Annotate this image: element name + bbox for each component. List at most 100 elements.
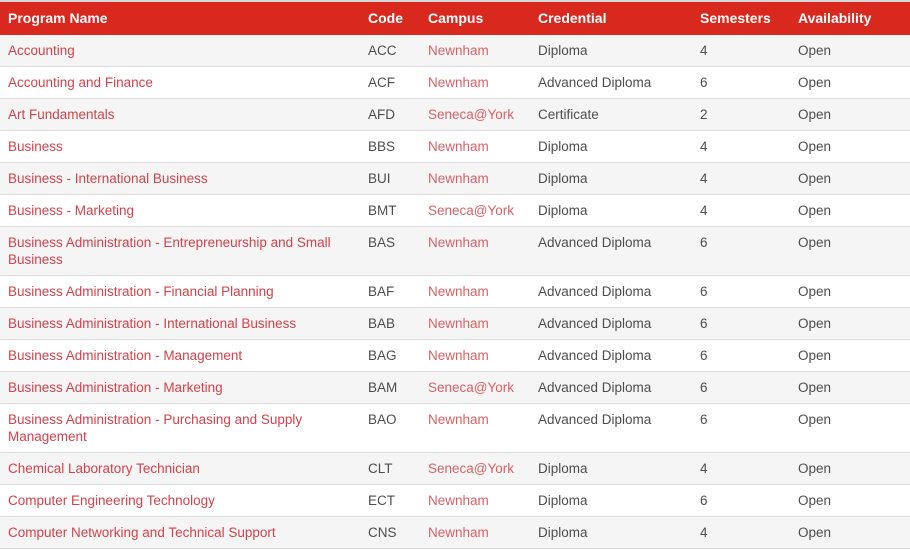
campus-link[interactable]: Newnham bbox=[428, 139, 489, 154]
campus-cell: Seneca@York bbox=[420, 98, 530, 131]
semesters-cell: 4 bbox=[692, 130, 790, 163]
campus-cell: Newnham bbox=[420, 162, 530, 195]
semesters-cell: 4 bbox=[692, 194, 790, 227]
credential-cell: Advanced Diploma bbox=[530, 403, 692, 453]
credential-cell: Diploma bbox=[530, 452, 692, 485]
semesters-cell: 6 bbox=[692, 484, 790, 517]
campus-link[interactable]: Newnham bbox=[428, 43, 489, 58]
campus-link[interactable]: Newnham bbox=[428, 525, 489, 540]
campus-link[interactable]: Newnham bbox=[428, 235, 489, 250]
campus-link[interactable]: Newnham bbox=[428, 171, 489, 186]
name-cell: Accounting bbox=[0, 35, 360, 67]
program-name-link[interactable]: Chemical Laboratory Technician bbox=[8, 461, 200, 476]
name-cell: Art Fundamentals bbox=[0, 98, 360, 131]
name-cell: Business - Marketing bbox=[0, 194, 360, 227]
program-name-link[interactable]: Business - Marketing bbox=[8, 203, 135, 218]
code-cell: AFD bbox=[360, 98, 420, 131]
campus-cell: Newnham bbox=[420, 66, 530, 99]
name-cell: Accounting and Finance bbox=[0, 66, 360, 99]
name-cell: Business Administration - International … bbox=[0, 307, 360, 340]
availability-cell: Open bbox=[790, 516, 910, 549]
campus-cell: Newnham bbox=[420, 516, 530, 549]
name-cell: Business - International Business bbox=[0, 162, 360, 195]
campus-link[interactable]: Seneca@York bbox=[428, 380, 515, 395]
table-row: Accounting and Finance ACF Newnham Advanced… bbox=[0, 66, 910, 99]
availability-cell: Open bbox=[790, 307, 910, 340]
table-row: Business Administration - Financial Plan… bbox=[0, 275, 910, 308]
campus-link[interactable]: Seneca@York bbox=[428, 461, 515, 476]
code-cell: BAO bbox=[360, 403, 420, 453]
code-cell: BAS bbox=[360, 226, 420, 276]
program-name-link[interactable]: Business bbox=[8, 139, 63, 154]
semesters-cell: 6 bbox=[692, 275, 790, 308]
campus-link[interactable]: Newnham bbox=[428, 348, 489, 363]
name-cell: Business Administration - Management bbox=[0, 339, 360, 372]
name-cell: Business Administration - Entrepreneursh… bbox=[0, 226, 360, 276]
availability-cell: Open bbox=[790, 484, 910, 517]
campus-link[interactable]: Newnham bbox=[428, 316, 489, 331]
campus-cell: Seneca@York bbox=[420, 371, 530, 404]
semesters-cell: 6 bbox=[692, 339, 790, 372]
availability-cell: Open bbox=[790, 371, 910, 404]
program-name-link[interactable]: Computer Networking and Technical Suppor… bbox=[8, 525, 276, 540]
availability-cell: Open bbox=[790, 98, 910, 131]
campus-cell: Newnham bbox=[420, 307, 530, 340]
campus-cell: Newnham bbox=[420, 403, 530, 453]
credential-cell: Advanced Diploma bbox=[530, 371, 692, 404]
table-row: Art Fundamentals AFD Seneca@York Certificat… bbox=[0, 98, 910, 131]
column-header-name: Program Name bbox=[0, 1, 360, 35]
semesters-cell: 6 bbox=[692, 66, 790, 99]
campus-link[interactable]: Newnham bbox=[428, 412, 489, 427]
name-cell: Business Administration - Financial Plan… bbox=[0, 275, 360, 308]
availability-cell: Open bbox=[790, 35, 910, 67]
semesters-cell: 2 bbox=[692, 98, 790, 131]
availability-cell: Open bbox=[790, 403, 910, 453]
code-cell: BBS bbox=[360, 130, 420, 163]
availability-cell: Open bbox=[790, 226, 910, 276]
table-row: Business Administration - Management BAG N… bbox=[0, 339, 910, 372]
code-cell: BAB bbox=[360, 307, 420, 340]
code-cell: BMT bbox=[360, 194, 420, 227]
campus-cell: Seneca@York bbox=[420, 452, 530, 485]
name-cell: Computer Engineering Technology bbox=[0, 484, 360, 517]
semesters-cell: 4 bbox=[692, 35, 790, 67]
name-cell: Business Administration - Marketing bbox=[0, 371, 360, 404]
column-header-credential: Credential bbox=[530, 1, 692, 35]
semesters-cell: 4 bbox=[692, 452, 790, 485]
program-name-link[interactable]: Accounting bbox=[8, 43, 75, 58]
table-row: Business Administration - International … bbox=[0, 307, 910, 340]
campus-link[interactable]: Seneca@York bbox=[428, 203, 515, 218]
program-name-link[interactable]: Business Administration - International … bbox=[8, 316, 297, 331]
campus-link[interactable]: Seneca@York bbox=[428, 107, 515, 122]
availability-cell: Open bbox=[790, 66, 910, 99]
program-name-link[interactable]: Business Administration - Marketing bbox=[8, 380, 223, 395]
program-name-link[interactable]: Business Administration - Management bbox=[8, 348, 243, 363]
credential-cell: Diploma bbox=[530, 484, 692, 517]
program-name-link[interactable]: Accounting and Finance bbox=[8, 75, 153, 90]
table-row: Business - International Business BUI Newn… bbox=[0, 162, 910, 195]
code-cell: ECT bbox=[360, 484, 420, 517]
availability-cell: Open bbox=[790, 275, 910, 308]
credential-cell: Certificate bbox=[530, 98, 692, 131]
code-cell: BUI bbox=[360, 162, 420, 195]
campus-cell: Newnham bbox=[420, 35, 530, 67]
program-name-link[interactable]: Art Fundamentals bbox=[8, 107, 115, 122]
program-name-link[interactable]: Business Administration - Purchasing and… bbox=[8, 412, 303, 444]
code-cell: CNS bbox=[360, 516, 420, 549]
semesters-cell: 6 bbox=[692, 371, 790, 404]
credential-cell: Advanced Diploma bbox=[530, 307, 692, 340]
program-name-link[interactable]: Computer Engineering Technology bbox=[8, 493, 215, 508]
campus-link[interactable]: Newnham bbox=[428, 75, 489, 90]
program-name-link[interactable]: Business Administration - Entrepreneursh… bbox=[8, 235, 331, 267]
campus-cell: Newnham bbox=[420, 226, 530, 276]
campus-link[interactable]: Newnham bbox=[428, 284, 489, 299]
campus-link[interactable]: Newnham bbox=[428, 493, 489, 508]
column-header-code: Code bbox=[360, 1, 420, 35]
semesters-cell: 4 bbox=[692, 516, 790, 549]
credential-cell: Advanced Diploma bbox=[530, 339, 692, 372]
table-row: Computer Engineering Technology ECT Newnha… bbox=[0, 484, 910, 517]
program-name-link[interactable]: Business - International Business bbox=[8, 171, 208, 186]
credential-cell: Advanced Diploma bbox=[530, 275, 692, 308]
program-name-link[interactable]: Business Administration - Financial Plan… bbox=[8, 284, 274, 299]
